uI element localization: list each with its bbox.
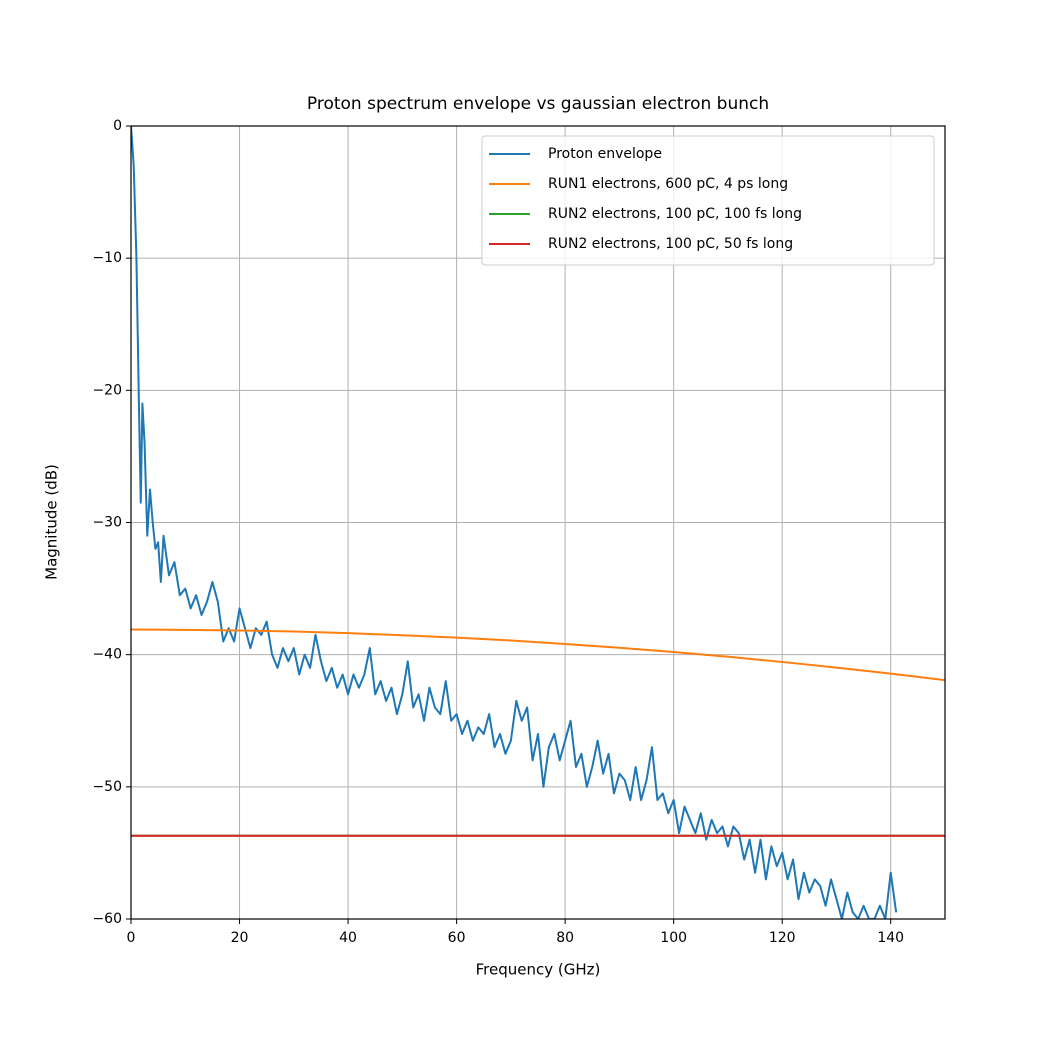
y-tick-label: −10 [92, 250, 122, 266]
y-axis-label: Magnitude (dB) [43, 464, 61, 580]
legend-label: RUN2 electrons, 100 pC, 100 fs long [548, 206, 802, 222]
series-line [131, 628, 945, 682]
series-line [131, 126, 898, 919]
plot-lines [131, 126, 945, 919]
x-tick-label: 40 [339, 930, 357, 946]
legend-label: RUN1 electrons, 600 pC, 4 ps long [548, 176, 788, 192]
y-tick-label: −60 [92, 911, 122, 927]
y-tick-label: 0 [113, 118, 122, 134]
x-tick-label: 100 [660, 930, 687, 946]
legend-label: Proton envelope [548, 146, 662, 162]
y-tick-label: −20 [92, 382, 122, 398]
x-axis-label: Frequency (GHz) [476, 961, 601, 979]
x-tick-label: 120 [769, 930, 796, 946]
legend-label: RUN2 electrons, 100 pC, 50 fs long [548, 236, 793, 252]
y-tick-label: −40 [92, 647, 122, 663]
x-tick-label: 80 [556, 930, 574, 946]
legend: Proton envelope RUN1 electrons, 600 pC, 4… [481, 135, 935, 266]
x-tick-label: 60 [448, 930, 466, 946]
x-tick-label: 20 [231, 930, 249, 946]
chart-title: Proton spectrum envelope vs gaussian ele… [307, 94, 769, 114]
x-tick-label: 0 [127, 930, 136, 946]
legend-box [481, 135, 935, 266]
y-tick-label: −50 [92, 779, 122, 795]
ticks: 0 20 40 60 80 100 120 140 −60 −50 −40 −30 −20 −10 0 [92, 118, 904, 946]
x-tick-label: 140 [877, 930, 904, 946]
y-tick-label: −30 [92, 515, 122, 531]
